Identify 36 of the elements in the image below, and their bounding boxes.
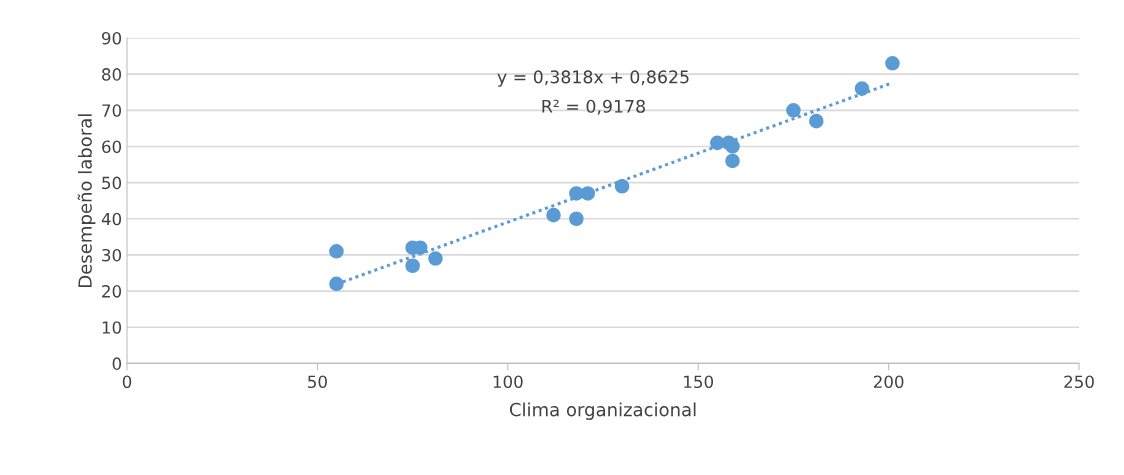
annotation: R² = 0,9178 (542, 99, 645, 115)
point (428, 251, 443, 266)
y-tick-label: 50 (102, 176, 122, 190)
point (854, 81, 870, 96)
point (725, 139, 740, 154)
x-tick-label: 0 (122, 375, 132, 389)
y-tick-label: 70 (102, 104, 122, 117)
point (546, 207, 561, 223)
x-tick-label: 150 (684, 375, 714, 389)
point (786, 103, 801, 118)
point (329, 276, 344, 292)
annotation: y = 0,3818x + 0,8625 (497, 70, 689, 87)
x-axis-title: Clima organizacional (509, 402, 696, 420)
point (329, 244, 344, 259)
x-tick-label: 50 (308, 375, 327, 389)
point (709, 135, 725, 151)
point (725, 153, 740, 169)
point (569, 186, 584, 201)
y-tick-label: 80 (102, 68, 122, 81)
y-tick-label: 10 (102, 321, 122, 334)
x-tick-label: 100 (493, 375, 523, 389)
point (569, 211, 584, 227)
y-tick-label: 60 (102, 140, 122, 154)
y-tick-label: 90 (101, 31, 122, 45)
point (580, 186, 596, 201)
x-tick-label: 200 (873, 375, 904, 389)
y-tick-label: 40 (101, 212, 122, 226)
y-tick-label: 0 (112, 357, 122, 370)
point (405, 258, 420, 274)
y-axis-title: Desempeño laboral (77, 114, 96, 287)
y-tick-label: 20 (102, 285, 122, 298)
point (885, 56, 900, 71)
x-tick-label: 250 (1064, 375, 1094, 389)
point (614, 178, 630, 194)
y-tick-label: 30 (102, 248, 122, 262)
point (808, 113, 824, 129)
